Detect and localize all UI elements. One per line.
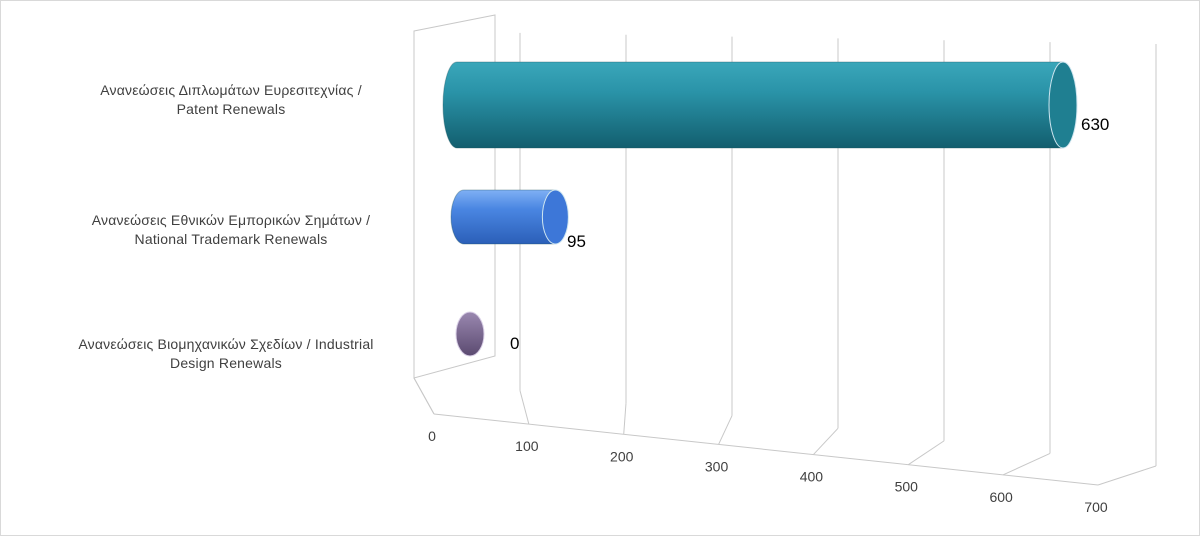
x-tick-label: 200 bbox=[610, 448, 634, 464]
bar-cylinder-body bbox=[450, 189, 556, 245]
x-tick-label: 400 bbox=[800, 469, 824, 485]
category-label-line: Ανανεώσεις Βιομηχανικών Σχεδίων / Indust… bbox=[78, 336, 374, 352]
x-tick-label: 500 bbox=[895, 479, 919, 495]
floor-gridline bbox=[623, 403, 627, 435]
category-label-patent-renewals: Ανανεώσεις Διπλωμάτων Ευρεσιτεχνίας / Pa… bbox=[51, 81, 411, 119]
bars bbox=[442, 61, 1078, 357]
floor-left-edge bbox=[413, 377, 435, 415]
bar-cylinder-cap bbox=[455, 311, 485, 357]
bar-cylinder-cap bbox=[1048, 61, 1078, 149]
x-tick-label: 100 bbox=[515, 438, 539, 454]
category-label-line: Design Renewals bbox=[170, 355, 282, 371]
data-label: 0 bbox=[510, 334, 519, 353]
data-label: 630 bbox=[1081, 115, 1109, 134]
category-label-design-renewals: Ανανεώσεις Βιομηχανικών Σχεδίων / Indust… bbox=[46, 335, 406, 373]
data-labels: 630 95 0 bbox=[510, 115, 1109, 353]
floor-gridline bbox=[718, 415, 733, 445]
category-label-line: National Trademark Renewals bbox=[134, 231, 328, 247]
floor-gridline bbox=[519, 390, 530, 425]
x-tick-label: 300 bbox=[705, 458, 729, 474]
floor-gridline bbox=[813, 427, 839, 455]
floor-gridline bbox=[1097, 465, 1157, 486]
data-label: 95 bbox=[567, 232, 586, 251]
category-label-line: Ανανεώσεις Διπλωμάτων Ευρεσιτεχνίας / bbox=[100, 82, 362, 98]
category-label-trademark-renewals: Ανανεώσεις Εθνικών Εμπορικών Σημάτων / N… bbox=[51, 211, 411, 249]
floor-front-edge bbox=[433, 413, 1099, 486]
x-tick-label: 600 bbox=[989, 489, 1013, 505]
category-label-line: Ανανεώσεις Εθνικών Εμπορικών Σημάτων / bbox=[91, 212, 371, 228]
category-label-line: Patent Renewals bbox=[176, 101, 286, 117]
floor-gridline bbox=[1002, 452, 1051, 476]
bar-cylinder-body bbox=[442, 61, 1064, 149]
x-tick-label: 700 bbox=[1084, 499, 1108, 515]
floor-gridline bbox=[908, 440, 945, 466]
x-tick-label: 0 bbox=[428, 428, 436, 444]
bar-cylinder-cap bbox=[541, 189, 569, 245]
x-axis-ticks: 0 100 200 300 400 500 600 700 bbox=[428, 428, 1108, 515]
